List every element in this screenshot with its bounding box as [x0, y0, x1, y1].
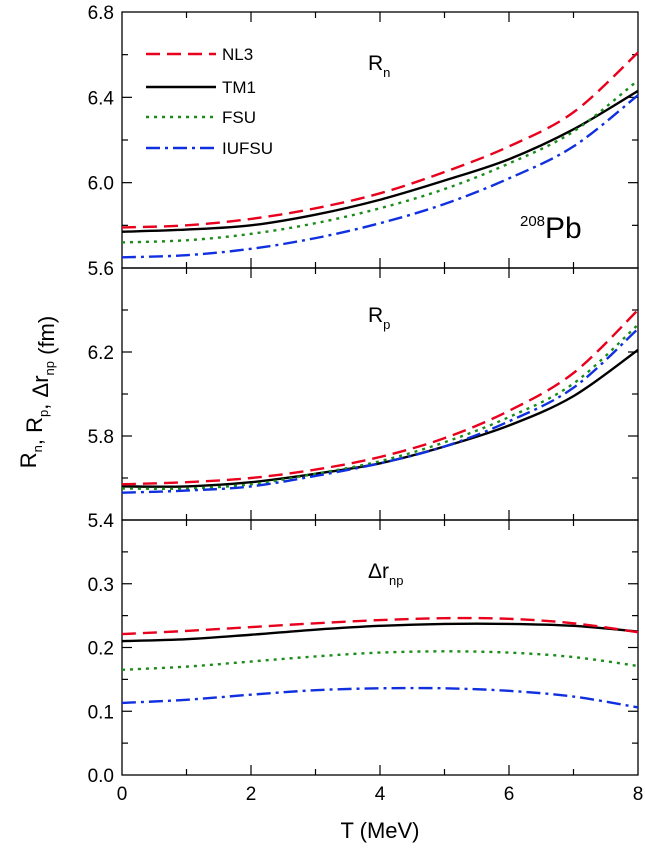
labels: 0 2 4 6 8 T (MeV) Rn, Rp, Δrnp (fm) 208Pb	[16, 212, 643, 843]
x-tick-label: 8	[633, 784, 644, 805]
y-tick-label: 5.8	[88, 427, 114, 448]
y-tick-label: 6.8	[88, 3, 114, 24]
series-line-nl3	[121, 51, 639, 229]
series-line-iufsu	[121, 686, 639, 709]
series-line-fsu	[121, 650, 639, 672]
x-tick-label: 4	[375, 784, 386, 805]
series-line-nl3	[121, 309, 639, 486]
series-line-tm1	[121, 622, 639, 643]
x-tick-label: 0	[117, 784, 128, 805]
panel-2: 5.4 5.8 6.2 Rp	[88, 267, 639, 532]
panel-frame	[121, 519, 639, 776]
x-tick-label: 2	[246, 784, 257, 805]
y-tick-label: 0.2	[88, 639, 114, 660]
panel-1: 5.6 6.0 6.4 6.8 Rn	[88, 3, 639, 280]
y-tick-label: 6.4	[88, 88, 115, 109]
panel-label: Δrnp	[368, 560, 404, 588]
legend-label-tm1: TM1	[222, 78, 256, 97]
panel-3: 0.0 0.1 0.2 0.3 Δrnp	[88, 519, 639, 787]
y-tick-label: 0.0	[88, 766, 114, 787]
series-line-tm1	[121, 89, 639, 233]
panel-label: Rn	[368, 52, 390, 80]
y-tick-label: 0.3	[88, 575, 114, 596]
series-line-nl3	[121, 616, 639, 636]
y-tick-label: 6.0	[88, 174, 114, 195]
panels: 5.6 6.0 6.4 6.8 Rn 5.4 5.8 6.2 Rp 0.0 0.1 0.2 0.3 Δrn…	[88, 3, 639, 787]
series-line-iufsu	[121, 328, 639, 494]
legend-label-fsu: FSU	[222, 108, 256, 127]
y-tick-label: 5.4	[88, 511, 115, 532]
legend-label-iufsu: IUFSU	[222, 139, 273, 158]
x-tick-label: 6	[504, 784, 515, 805]
x-axis-title: T (MeV)	[340, 818, 419, 843]
y-axis-title: Rn, Rp, Δrnp (fm)	[16, 316, 59, 468]
y-tick-label: 6.2	[88, 343, 114, 364]
y-tick-label: 0.1	[88, 702, 114, 723]
legend-label-nl3: NL3	[222, 45, 253, 64]
y-tick-label: 5.6	[88, 259, 114, 280]
legend: NL3 TM1 FSU IUFSU	[146, 45, 273, 158]
series-line-iufsu	[121, 94, 639, 259]
nucleus-label: 208Pb	[520, 212, 582, 245]
panel-label: Rp	[368, 304, 390, 332]
series-line-tm1	[121, 348, 639, 488]
